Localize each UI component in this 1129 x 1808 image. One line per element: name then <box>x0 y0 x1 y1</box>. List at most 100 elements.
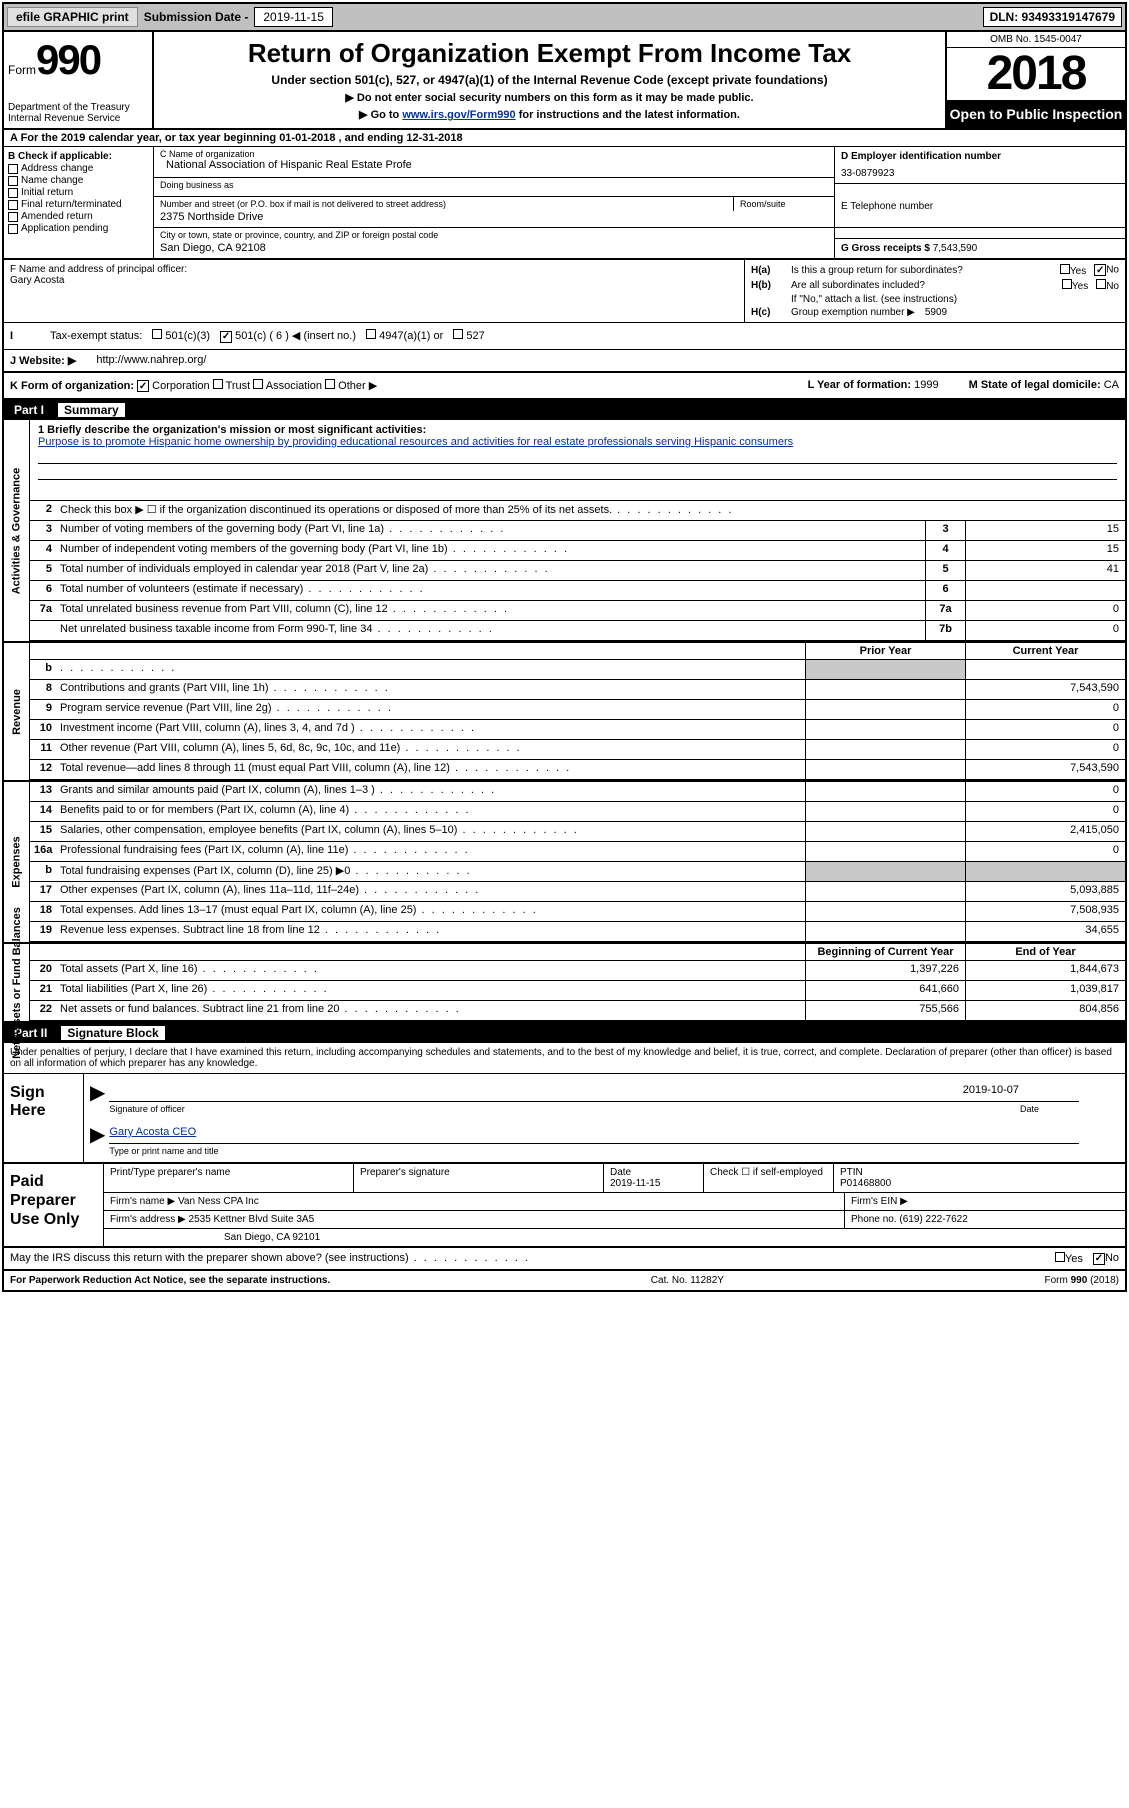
current-val: 0 <box>965 802 1125 821</box>
line-desc: Other revenue (Part VIII, column (A), li… <box>56 740 805 759</box>
ein-value: 33-0879923 <box>841 162 1119 179</box>
line-desc: Net assets or fund balances. Subtract li… <box>56 1001 805 1020</box>
prior-val <box>805 802 965 821</box>
cb-assoc[interactable] <box>253 379 263 389</box>
firm-addr-label: Firm's address ▶ <box>110 1214 186 1225</box>
prior-val <box>805 700 965 719</box>
data-row-11: 11 Other revenue (Part VIII, column (A),… <box>30 740 1125 760</box>
hb-no: No <box>1106 281 1119 292</box>
prior-val <box>805 720 965 739</box>
mission-link[interactable]: Purpose is to promote Hispanic home owne… <box>38 436 793 448</box>
discuss-no-cb[interactable]: ✓ <box>1093 1253 1105 1265</box>
dba-value <box>160 190 828 194</box>
cb-corp[interactable]: ✓ <box>137 380 149 392</box>
f-value: Gary Acosta <box>10 275 738 286</box>
note1-text: Do not enter social security numbers on … <box>357 92 754 104</box>
hb-yes-cb[interactable] <box>1062 279 1072 289</box>
discuss-no: No <box>1105 1252 1119 1264</box>
gov-row-6: 6 Total number of volunteers (estimate i… <box>30 581 1125 601</box>
cb-initial-return[interactable] <box>8 188 18 198</box>
sig-name-link[interactable]: Gary Acosta CEO <box>109 1126 196 1138</box>
form990-link[interactable]: www.irs.gov/Form990 <box>402 109 515 121</box>
footer-row: For Paperwork Reduction Act Notice, see … <box>4 1271 1125 1290</box>
prior-year-hdr: Prior Year <box>805 643 965 659</box>
m-label: M State of legal domicile: <box>969 379 1101 391</box>
prior-val <box>805 922 965 941</box>
cb-final-return[interactable] <box>8 200 18 210</box>
ptin-hdr: PTIN <box>840 1167 863 1178</box>
prior-val <box>805 760 965 779</box>
line-num: b <box>30 862 56 881</box>
ein-label: D Employer identification number <box>841 151 1119 162</box>
hb-no-cb[interactable] <box>1096 279 1106 289</box>
cb-address-change[interactable] <box>8 164 18 174</box>
line-box: 6 <box>925 581 965 600</box>
line-box: 7b <box>925 621 965 640</box>
part-1-header: Part I Summary <box>4 400 1125 420</box>
sig-date: 2019-10-07 <box>963 1084 1079 1101</box>
gov-row-3: 3 Number of voting members of the govern… <box>30 521 1125 541</box>
hc-value: 5909 <box>925 307 947 318</box>
website-row: J Website: ▶ http://www.nahrep.org/ <box>4 350 1125 373</box>
line-val: 0 <box>965 621 1125 640</box>
cb-trust[interactable] <box>213 379 223 389</box>
data-row-16a: 16a Professional fundraising fees (Part … <box>30 842 1125 862</box>
opt-4947: 4947(a)(1) or <box>379 330 443 342</box>
header-right: OMB No. 1545-0047 2018 Open to Public In… <box>945 32 1125 128</box>
gov-row-: Net unrelated business taxable income fr… <box>30 621 1125 641</box>
sig-name-caption: Type or print name and title <box>109 1146 1119 1156</box>
cb-501c3[interactable] <box>152 329 162 339</box>
header-left: Form 990 Department of the Treasury Inte… <box>4 32 154 128</box>
hc-label: H(c) <box>751 307 791 318</box>
line-desc: Number of voting members of the governin… <box>56 521 925 540</box>
line-num: 6 <box>30 581 56 600</box>
line-num: 5 <box>30 561 56 580</box>
line-desc: Total fundraising expenses (Part IX, col… <box>56 862 805 881</box>
data-row-15: 15 Salaries, other compensation, employe… <box>30 822 1125 842</box>
vlabel-gov: Activities & Governance <box>4 420 30 641</box>
line-desc: Total expenses. Add lines 13–17 (must eq… <box>56 902 805 921</box>
ha-no-cb[interactable]: ✓ <box>1094 264 1106 276</box>
row-a-tax-year: A For the 2019 calendar year, or tax yea… <box>4 130 1125 147</box>
line-desc: Salaries, other compensation, employee b… <box>56 822 805 841</box>
line-val <box>965 581 1125 600</box>
discuss-yes-cb[interactable] <box>1055 1252 1065 1262</box>
note2-post: for instructions and the latest informat… <box>519 109 740 121</box>
firm-phone-label: Phone no. <box>851 1214 897 1225</box>
city-label: City or town, state or province, country… <box>154 228 834 242</box>
prior-val <box>805 902 965 921</box>
klm-row: K Form of organization: ✓ Corporation Tr… <box>4 373 1125 401</box>
cb-4947[interactable] <box>366 329 376 339</box>
j-value: http://www.nahrep.org/ <box>96 354 206 367</box>
cb-501c[interactable]: ✓ <box>220 331 232 343</box>
submission-date-label: Submission Date - <box>144 10 249 24</box>
current-val: 7,543,590 <box>965 680 1125 699</box>
top-bar: efile GRAPHIC print Submission Date - 20… <box>4 4 1125 32</box>
paid-label: Paid Preparer Use Only <box>4 1164 104 1246</box>
cb-app-pending[interactable] <box>8 224 18 234</box>
summary-revenue: Revenue Prior Year Current Year b 8 Cont… <box>4 643 1125 782</box>
line-desc <box>56 660 805 679</box>
current-val <box>965 660 1125 679</box>
cb-amended[interactable] <box>8 212 18 222</box>
ha-yes: Yes <box>1070 266 1086 277</box>
line-desc: Total assets (Part X, line 16) <box>56 961 805 980</box>
prep-date-hdr: Date <box>610 1167 631 1178</box>
data-row-13: 13 Grants and similar amounts paid (Part… <box>30 782 1125 802</box>
line-desc: Professional fundraising fees (Part IX, … <box>56 842 805 861</box>
ha-yes-cb[interactable] <box>1060 264 1070 274</box>
prep-selfemp: Check ☐ if self-employed <box>704 1164 834 1192</box>
form-note-2: Go to www.irs.gov/Form990 for instructio… <box>164 108 935 121</box>
cb-527[interactable] <box>453 329 463 339</box>
col-c-org: C Name of organization National Associat… <box>154 147 1125 258</box>
part-2-header: Part II Signature Block <box>4 1023 1125 1043</box>
cb-other[interactable] <box>325 379 335 389</box>
data-row-8: 8 Contributions and grants (Part VIII, l… <box>30 680 1125 700</box>
opt-name-change: Name change <box>21 175 83 186</box>
line-num <box>30 621 56 640</box>
data-row-19: 19 Revenue less expenses. Subtract line … <box>30 922 1125 942</box>
cb-name-change[interactable] <box>8 176 18 186</box>
line-desc: Net unrelated business taxable income fr… <box>56 621 925 640</box>
h-col: H(a) Is this a group return for subordin… <box>745 260 1125 322</box>
efile-print-button[interactable]: efile GRAPHIC print <box>7 7 138 27</box>
